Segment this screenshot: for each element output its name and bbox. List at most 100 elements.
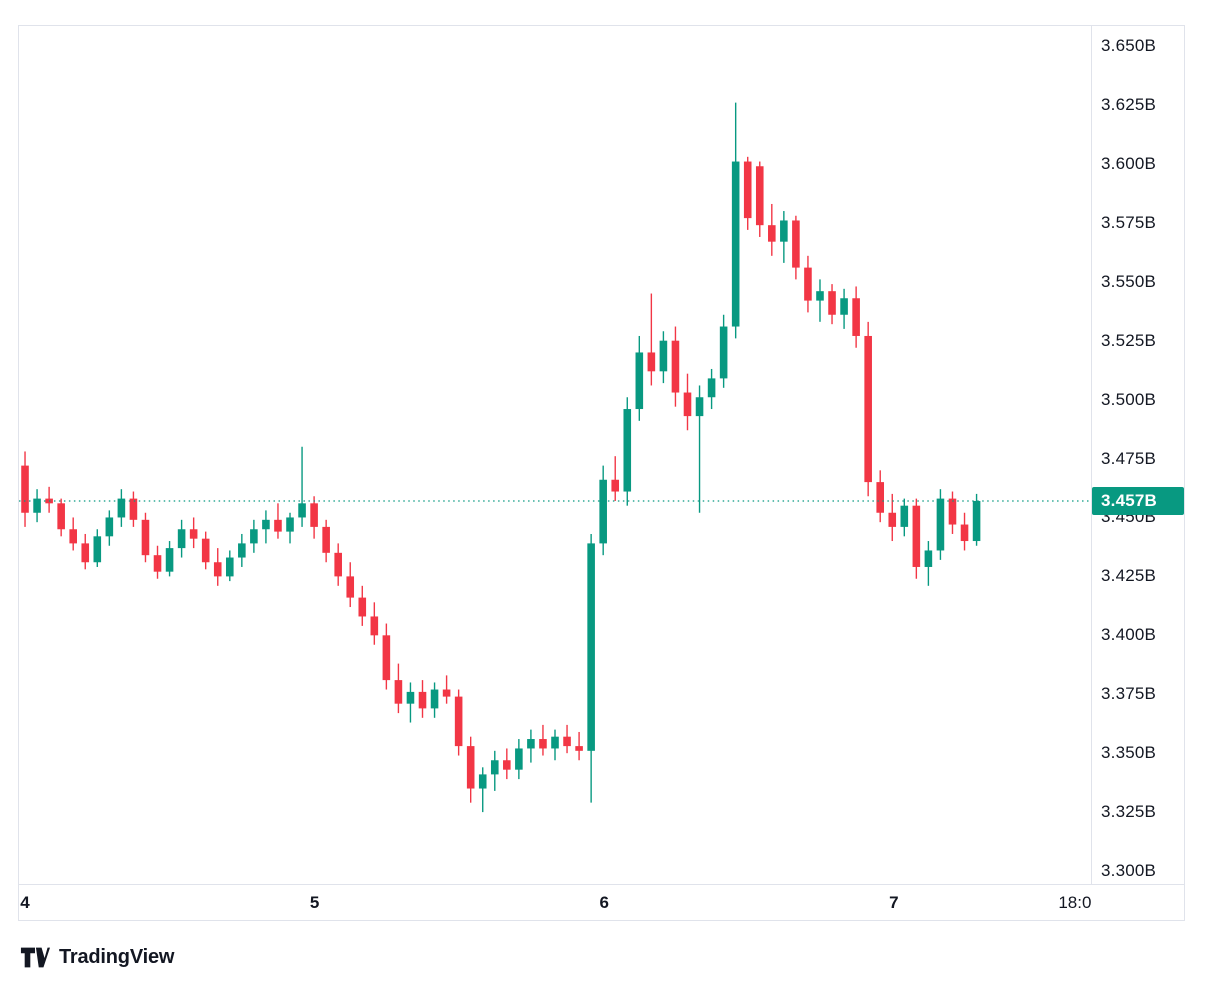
time-tick-label: 5	[309, 893, 320, 912]
candle	[768, 203, 776, 256]
time-tick-label: 6	[599, 893, 609, 912]
candle	[21, 451, 29, 527]
candlestick-plot[interactable]	[19, 26, 1091, 884]
candle	[876, 470, 885, 523]
candle	[201, 531, 210, 570]
candle	[153, 545, 162, 579]
candle	[69, 517, 77, 551]
candle	[177, 519, 186, 558]
candle	[888, 493, 897, 542]
candle	[719, 314, 728, 388]
candle	[93, 529, 102, 567]
candle	[418, 680, 427, 718]
price-tick-label: 3.325B	[1101, 802, 1157, 822]
candle	[960, 512, 969, 551]
candle	[238, 533, 246, 567]
tradingview-logo-text: TradingView	[59, 945, 175, 968]
candle	[105, 510, 114, 546]
candle	[599, 465, 607, 556]
candle	[406, 682, 415, 723]
candle	[900, 498, 909, 537]
tradingview-logo[interactable]: TradingView	[20, 944, 174, 970]
time-tick-label: 4	[20, 893, 30, 912]
current-price-badge: 3.457B	[1092, 486, 1184, 515]
candle	[948, 491, 957, 534]
candle	[780, 211, 788, 263]
candle	[527, 729, 535, 763]
candle	[804, 255, 812, 313]
price-tick-label: 3.575B	[1101, 212, 1157, 232]
candle	[647, 293, 656, 386]
candle	[792, 215, 800, 280]
candle	[45, 486, 53, 513]
candle	[165, 541, 174, 577]
price-tick-label: 3.500B	[1101, 389, 1157, 409]
tradingview-logo-icon	[20, 947, 50, 968]
price-tick-label: 3.625B	[1101, 94, 1157, 114]
time-tick-label: 7	[889, 893, 899, 912]
price-tick-label: 3.550B	[1101, 271, 1157, 291]
price-tick-label: 3.600B	[1101, 153, 1157, 173]
candle	[575, 731, 583, 761]
candle	[972, 493, 981, 546]
chart-card: 3.650B 3.625B 3.600B 3.575B 3.550B 3.525B 3.50…	[18, 25, 1185, 921]
price-tick-label: 3.400B	[1101, 625, 1157, 645]
candle	[129, 491, 138, 527]
price-tick-label: 3.350B	[1101, 743, 1157, 763]
candle	[346, 562, 355, 608]
candle	[310, 496, 318, 539]
candle	[707, 368, 716, 410]
candlestick-plot-area[interactable]	[19, 26, 1092, 884]
candle	[936, 489, 945, 560]
price-axis[interactable]: 3.650B 3.625B 3.600B 3.575B 3.550B 3.525B 3.50…	[1092, 26, 1184, 884]
candle	[322, 519, 330, 563]
candle	[515, 739, 523, 780]
candle	[250, 519, 258, 553]
candle	[683, 373, 692, 431]
candle	[623, 397, 632, 506]
candle	[912, 498, 921, 579]
candle	[840, 288, 848, 329]
candle	[442, 675, 451, 704]
candle	[563, 724, 571, 754]
candle	[731, 102, 740, 339]
price-tick-label: 3.425B	[1101, 566, 1157, 586]
candle	[430, 682, 439, 718]
candle	[274, 503, 282, 539]
candle	[924, 541, 933, 586]
candle	[816, 279, 824, 322]
candle	[225, 550, 234, 582]
candle	[539, 724, 547, 756]
candle	[81, 533, 90, 570]
candle	[370, 602, 379, 645]
candle	[755, 161, 764, 237]
candle	[478, 767, 487, 813]
candle	[864, 321, 872, 497]
candle	[189, 517, 198, 549]
candle	[262, 510, 270, 544]
price-tick-label: 3.475B	[1101, 448, 1157, 468]
candle	[454, 689, 463, 756]
axis-corner	[1092, 884, 1184, 920]
candle	[334, 543, 342, 586]
price-tick-label: 3.525B	[1101, 330, 1157, 350]
candle	[551, 729, 559, 761]
candle	[659, 331, 668, 384]
candle	[611, 456, 620, 501]
price-tick-label: 3.375B	[1101, 684, 1157, 704]
candle	[695, 385, 704, 513]
time-axis[interactable]: 4 5 6 7 18:0	[19, 884, 1092, 920]
candle	[466, 736, 475, 803]
candle	[635, 335, 644, 421]
candle	[503, 748, 511, 780]
price-tick-label: 3.300B	[1101, 861, 1157, 881]
candle	[358, 585, 367, 626]
candle	[382, 623, 391, 690]
candle	[286, 512, 294, 544]
candle	[852, 286, 860, 348]
candle	[828, 284, 836, 325]
candle	[671, 326, 680, 407]
candle	[743, 156, 752, 230]
candle	[298, 446, 306, 527]
